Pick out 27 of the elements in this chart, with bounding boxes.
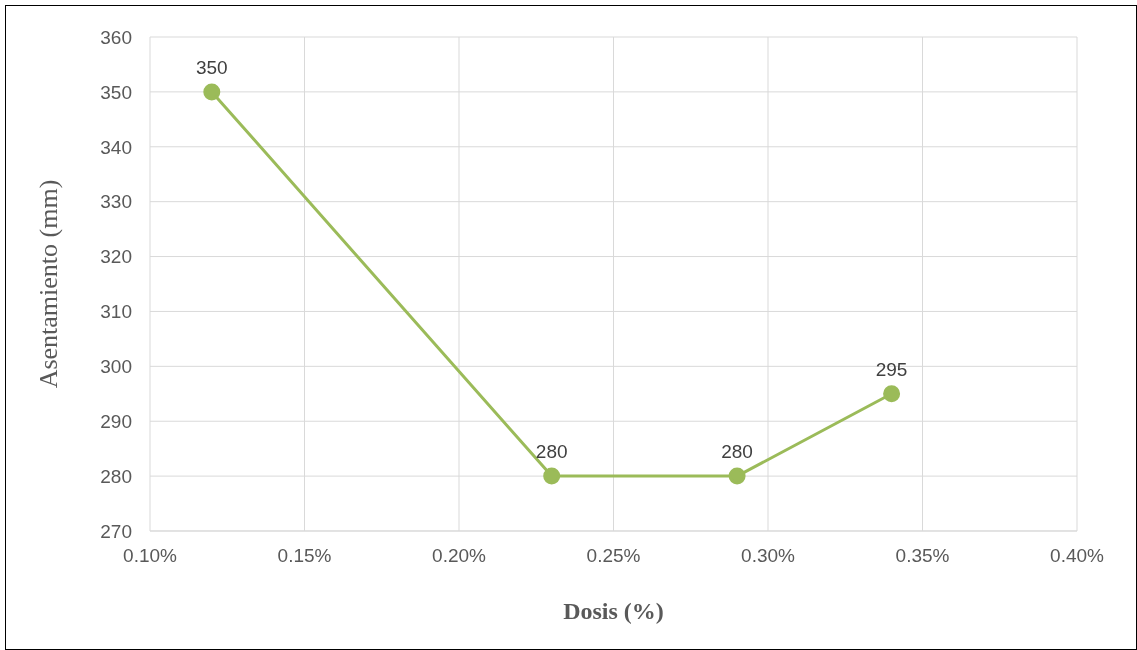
y-tick-label: 350 xyxy=(100,81,132,103)
x-axis-title: Dosis (%) xyxy=(563,598,664,624)
y-tick-label: 340 xyxy=(100,136,132,158)
x-tick-label: 0.10% xyxy=(123,545,178,567)
point xyxy=(543,467,561,485)
data-label: 295 xyxy=(875,358,908,380)
data-label: 350 xyxy=(195,56,228,78)
point xyxy=(728,467,746,485)
y-tick-label: 360 xyxy=(100,26,132,48)
y-tick-label: 280 xyxy=(100,465,132,487)
x-tick-label: 0.30% xyxy=(741,545,796,567)
y-tick-label: 270 xyxy=(100,520,132,542)
y-tick-label: 310 xyxy=(100,301,132,323)
x-tick-label: 0.40% xyxy=(1050,545,1105,567)
x-tick-label: 0.25% xyxy=(586,545,641,567)
data-label: 280 xyxy=(535,441,568,463)
x-tick-label: 0.35% xyxy=(895,545,950,567)
data-label: 280 xyxy=(721,441,753,463)
y-tick-label: 290 xyxy=(100,410,132,432)
y-tick-label: 330 xyxy=(100,191,132,213)
point xyxy=(203,83,221,101)
y-tick-label: 320 xyxy=(100,246,132,268)
x-tick-label: 0.20% xyxy=(432,545,487,567)
y-tick-label: 300 xyxy=(100,356,132,378)
x-tick-label: 0.15% xyxy=(277,545,332,567)
y-axis-title: Asentamiento (mm) xyxy=(34,179,64,389)
point xyxy=(883,385,901,403)
